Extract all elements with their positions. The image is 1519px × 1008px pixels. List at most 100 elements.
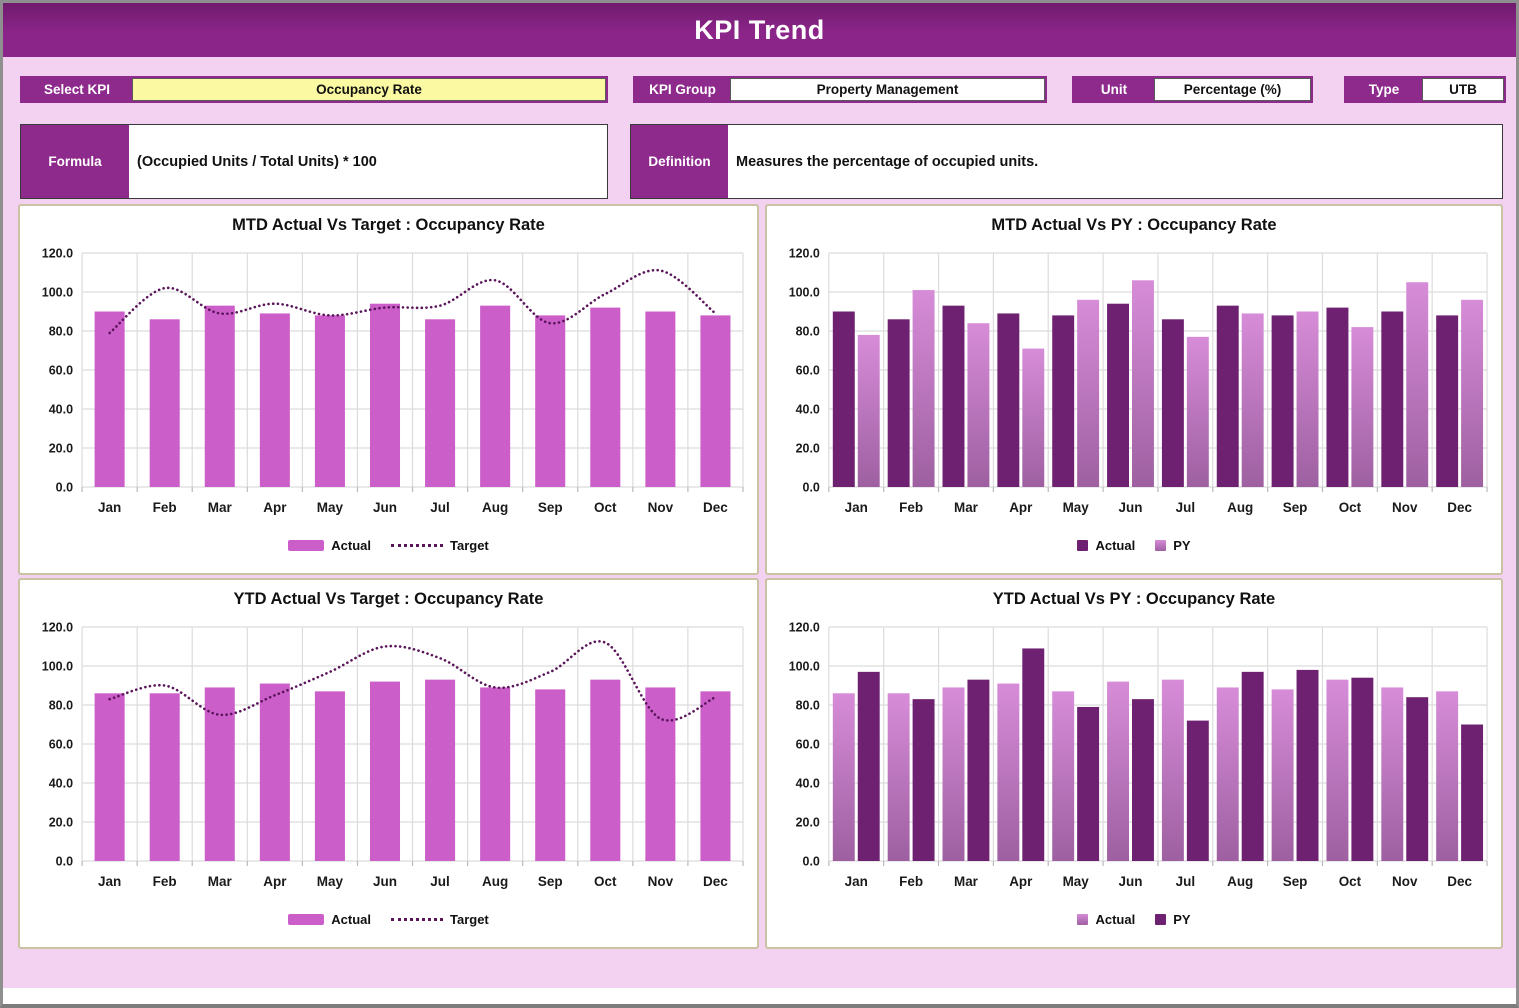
series-target-line	[108, 640, 717, 722]
x-tick-label: May	[1063, 500, 1090, 515]
x-tick-label: Jan	[98, 874, 121, 889]
legend-item-actual: Actual	[1077, 538, 1135, 553]
x-tick-label: Aug	[1227, 500, 1253, 515]
bar	[942, 305, 965, 487]
x-tick-label: Sep	[538, 500, 563, 515]
gridlines	[81, 626, 744, 866]
x-tick-label: Jun	[373, 874, 397, 889]
y-tick-label: 60.0	[49, 364, 73, 378]
legend-label: Actual	[331, 537, 371, 553]
bar	[149, 319, 180, 487]
x-tick-label: May	[1063, 874, 1090, 889]
bar	[1296, 311, 1319, 487]
select-kpi-label: Select KPI	[22, 78, 132, 101]
chart-mtd-actual-vs-target: MTD Actual Vs Target : Occupancy Rate 0.…	[18, 204, 759, 575]
bar	[1351, 677, 1374, 861]
bar	[1461, 724, 1484, 861]
legend-item-py: PY	[1155, 537, 1191, 553]
chart-legend: Actual PY	[767, 533, 1501, 557]
y-tick-label: 0.0	[803, 480, 820, 494]
y-tick-label: 100.0	[789, 285, 820, 299]
chart-ytd-actual-vs-py: YTD Actual Vs PY : Occupancy Rate 0.0 20.…	[765, 578, 1503, 949]
x-tick-label: Aug	[1227, 874, 1253, 889]
y-tick-label: 20.0	[49, 442, 73, 456]
formula-field: (Occupied Units / Total Units) * 100	[129, 125, 607, 198]
bar	[535, 689, 566, 861]
bar	[314, 691, 345, 861]
bar	[1077, 706, 1100, 861]
bar	[1241, 671, 1264, 861]
bar	[887, 693, 910, 861]
y-tick-label: 100.0	[42, 286, 73, 300]
y-tick-label: 0.0	[803, 854, 820, 868]
kpi-group-field: Property Management	[730, 78, 1045, 101]
legend-item-target: Target	[390, 537, 489, 553]
legend-label: Actual	[1095, 911, 1136, 927]
x-tick-label: Mar	[954, 500, 979, 515]
bar	[1296, 669, 1319, 861]
y-tick-label: 120.0	[789, 620, 820, 634]
legend-label: PY	[1173, 537, 1191, 553]
x-tick-label: May	[317, 500, 344, 515]
y-tick-label: 20.0	[796, 441, 820, 455]
x-tick-label: Oct	[1339, 874, 1362, 889]
bar	[1351, 327, 1374, 487]
bar	[149, 693, 180, 861]
x-tick-label: Feb	[153, 874, 177, 889]
legend-item-actual: Actual	[1077, 912, 1135, 927]
y-tick-label: 80.0	[49, 699, 73, 713]
bar	[1161, 679, 1184, 861]
definition-field: Measures the percentage of occupied unit…	[728, 125, 1502, 198]
legend-label: Target	[449, 537, 489, 553]
x-tick-label: Sep	[1283, 874, 1308, 889]
bar	[590, 679, 621, 861]
y-tick-label: 20.0	[796, 815, 820, 829]
bar	[832, 311, 855, 487]
x-tick-label: Jun	[1119, 874, 1143, 889]
legend-dotted-line-swatch	[390, 543, 443, 547]
x-tick-label: Jul	[430, 500, 450, 515]
bar	[1186, 336, 1209, 487]
bar	[1436, 691, 1459, 861]
legend-label: Actual	[1095, 537, 1136, 553]
x-tick-label: Dec	[703, 874, 728, 889]
bar	[1132, 280, 1154, 487]
bar	[1381, 311, 1404, 487]
bar	[1052, 691, 1075, 861]
gridlines	[81, 252, 744, 492]
y-tick-label: 40.0	[49, 403, 73, 417]
chart-plot: 0.0 20.0 40.0 60.0 80.0 100.0 120.0 Jan Feb Mar Ap…	[42, 621, 744, 889]
unit-control: Unit Percentage (%)	[1072, 76, 1313, 103]
bar	[94, 311, 125, 487]
chart-title: MTD Actual Vs Target : Occupancy Rate	[232, 216, 545, 234]
x-tick-label: Feb	[899, 874, 923, 889]
x-tick-label: Sep	[538, 874, 563, 889]
y-tick-label: 80.0	[49, 325, 73, 339]
chart-title: YTD Actual Vs PY : Occupancy Rate	[992, 590, 1276, 608]
x-tick-label: Dec	[703, 500, 728, 515]
bar	[1107, 303, 1130, 487]
y-tick-label: 120.0	[42, 247, 73, 261]
bar	[425, 319, 456, 487]
y-tick-label: 40.0	[49, 777, 73, 791]
bar	[590, 307, 621, 487]
select-kpi-field[interactable]: Occupancy Rate	[132, 78, 606, 101]
unit-field: Percentage (%)	[1154, 78, 1311, 101]
bar	[535, 315, 566, 487]
bar	[1406, 697, 1429, 861]
kpi-group-label: KPI Group	[635, 78, 730, 101]
select-kpi-control: Select KPI Occupancy Rate	[20, 76, 608, 103]
bar	[1271, 689, 1294, 861]
chart-plot: 0.0 20.0 40.0 60.0 80.0 100.0 120.0 Jan Feb Mar Ap…	[42, 247, 744, 515]
legend-label: Actual	[331, 911, 371, 927]
legend-item-actual: Actual	[288, 538, 371, 553]
type-label: Type	[1346, 78, 1422, 101]
bar	[857, 671, 880, 861]
x-tick-label: Nov	[1392, 500, 1418, 515]
series-actual-bars	[832, 303, 1459, 487]
y-tick-label: 0.0	[56, 855, 73, 869]
bar	[1271, 315, 1294, 487]
legend-dotted-line-swatch	[390, 917, 443, 921]
bar	[1461, 299, 1484, 487]
bar	[204, 687, 235, 861]
